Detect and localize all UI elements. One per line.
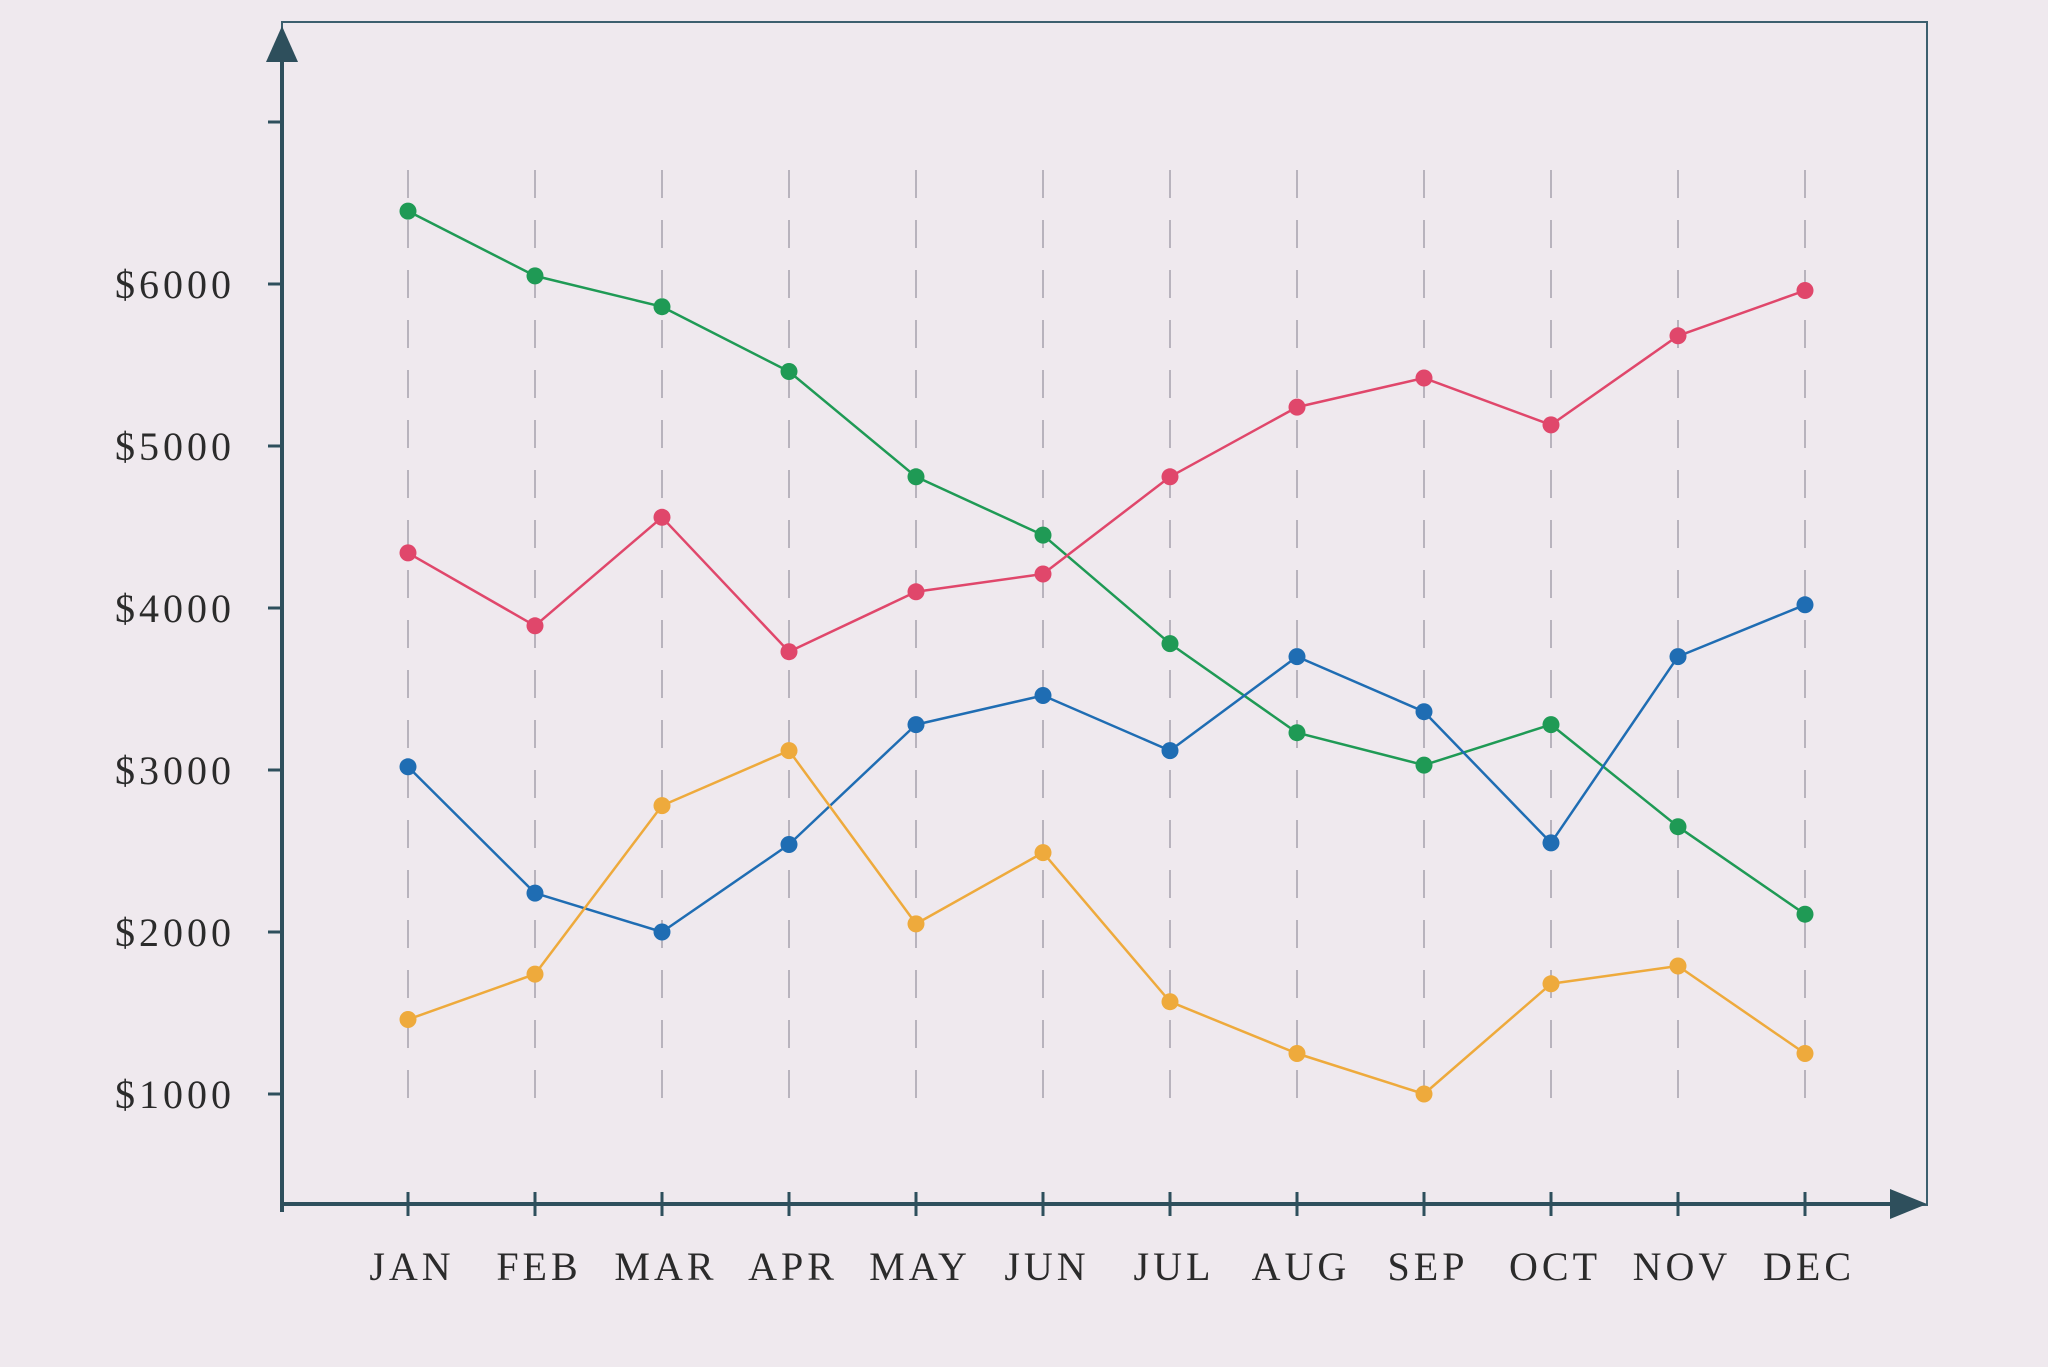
data-point-s3-oct xyxy=(1542,975,1560,993)
y-tick-label-6000: $6000 xyxy=(115,262,235,307)
x-tick-label-jun: JUN xyxy=(1004,1244,1089,1289)
data-point-s0-oct xyxy=(1542,716,1560,734)
y-tick-label-3000: $3000 xyxy=(115,748,235,793)
data-point-s3-jul xyxy=(1161,993,1179,1011)
data-point-s2-sep xyxy=(1415,703,1433,721)
y-tick-label-2000: $2000 xyxy=(115,910,235,955)
x-tick-label-dec: DEC xyxy=(1763,1244,1855,1289)
x-tick-label-aug: AUG xyxy=(1252,1244,1351,1289)
data-point-s3-nov xyxy=(1669,957,1687,975)
x-tick-label-apr: APR xyxy=(748,1244,838,1289)
data-point-s0-jun xyxy=(1034,526,1052,544)
data-point-s3-feb xyxy=(526,965,544,983)
data-point-s0-aug xyxy=(1288,724,1306,742)
data-point-s1-jun xyxy=(1034,565,1052,583)
data-point-s2-may xyxy=(907,716,925,734)
x-tick-label-jul: JUL xyxy=(1134,1244,1215,1289)
data-point-s1-jul xyxy=(1161,468,1179,486)
data-point-s3-may xyxy=(907,915,925,933)
series-line-1 xyxy=(407,289,1806,653)
data-point-s1-nov xyxy=(1669,327,1687,345)
data-point-s2-aug xyxy=(1288,648,1306,666)
data-point-s0-mar xyxy=(653,298,671,316)
data-point-s0-may xyxy=(907,468,925,486)
grid-lines xyxy=(407,170,1806,1112)
x-axis-ticks: JAN FEB MAR APR MAY JUN JUL AUG SEP OCT NOV DEC xyxy=(369,1192,1855,1289)
data-point-s2-jan xyxy=(399,758,417,776)
series-line-0 xyxy=(407,209,1806,916)
data-point-s1-apr xyxy=(780,643,798,661)
data-point-s2-jun xyxy=(1034,687,1052,704)
data-point-s1-aug xyxy=(1288,398,1306,416)
y-tick-label-5000: $5000 xyxy=(115,424,235,469)
x-tick-label-feb: FEB xyxy=(496,1244,581,1289)
data-point-s2-oct xyxy=(1542,834,1560,852)
data-point-s2-apr xyxy=(780,836,798,853)
data-point-s2-feb xyxy=(526,884,544,902)
y-axis-arrow xyxy=(266,26,298,62)
data-point-s0-feb xyxy=(526,267,544,285)
data-point-s0-dec xyxy=(1796,905,1814,923)
data-point-s1-jan xyxy=(399,544,417,562)
y-tick-label-4000: $4000 xyxy=(115,586,235,631)
x-tick-label-oct: OCT xyxy=(1509,1244,1601,1289)
data-point-s0-apr xyxy=(780,363,798,380)
x-tick-label-nov: NOV xyxy=(1633,1244,1732,1289)
data-point-s3-aug xyxy=(1288,1045,1306,1062)
series-line-2 xyxy=(407,603,1806,934)
data-point-s0-jul xyxy=(1161,635,1179,653)
data-point-s1-dec xyxy=(1796,282,1814,299)
x-tick-label-sep: SEP xyxy=(1388,1244,1469,1289)
x-axis-arrow xyxy=(1890,1189,1927,1219)
data-point-s2-mar xyxy=(653,923,671,941)
data-point-s0-nov xyxy=(1669,818,1687,836)
y-axis-ticks: $1000 $2000 $3000 $4000 $5000 $6000 xyxy=(115,120,282,1117)
x-tick-label-jan: JAN xyxy=(369,1244,454,1289)
data-point-s2-jul xyxy=(1161,742,1179,760)
series-line-3 xyxy=(407,749,1806,1096)
data-point-s2-nov xyxy=(1669,648,1687,666)
y-tick-label-1000: $1000 xyxy=(115,1072,235,1117)
series-points xyxy=(399,202,1814,1103)
data-point-s2-dec xyxy=(1796,596,1814,614)
data-point-s3-sep xyxy=(1415,1085,1433,1103)
data-point-s1-mar xyxy=(653,508,671,526)
x-tick-label-may: MAY xyxy=(869,1244,971,1289)
data-point-s3-dec xyxy=(1796,1045,1814,1062)
axes xyxy=(266,26,1927,1219)
data-point-s1-may xyxy=(907,583,925,601)
series-lines xyxy=(407,209,1806,1096)
data-point-s0-jan xyxy=(399,202,417,220)
data-point-s1-oct xyxy=(1542,416,1560,434)
data-point-s3-mar xyxy=(653,797,671,815)
data-point-s3-jun xyxy=(1034,844,1052,862)
data-point-s1-sep xyxy=(1415,369,1433,387)
data-point-s3-jan xyxy=(399,1011,417,1028)
data-point-s3-apr xyxy=(780,742,798,760)
x-tick-label-mar: MAR xyxy=(614,1244,717,1289)
data-point-s1-feb xyxy=(526,617,544,635)
data-point-s0-sep xyxy=(1415,756,1433,774)
